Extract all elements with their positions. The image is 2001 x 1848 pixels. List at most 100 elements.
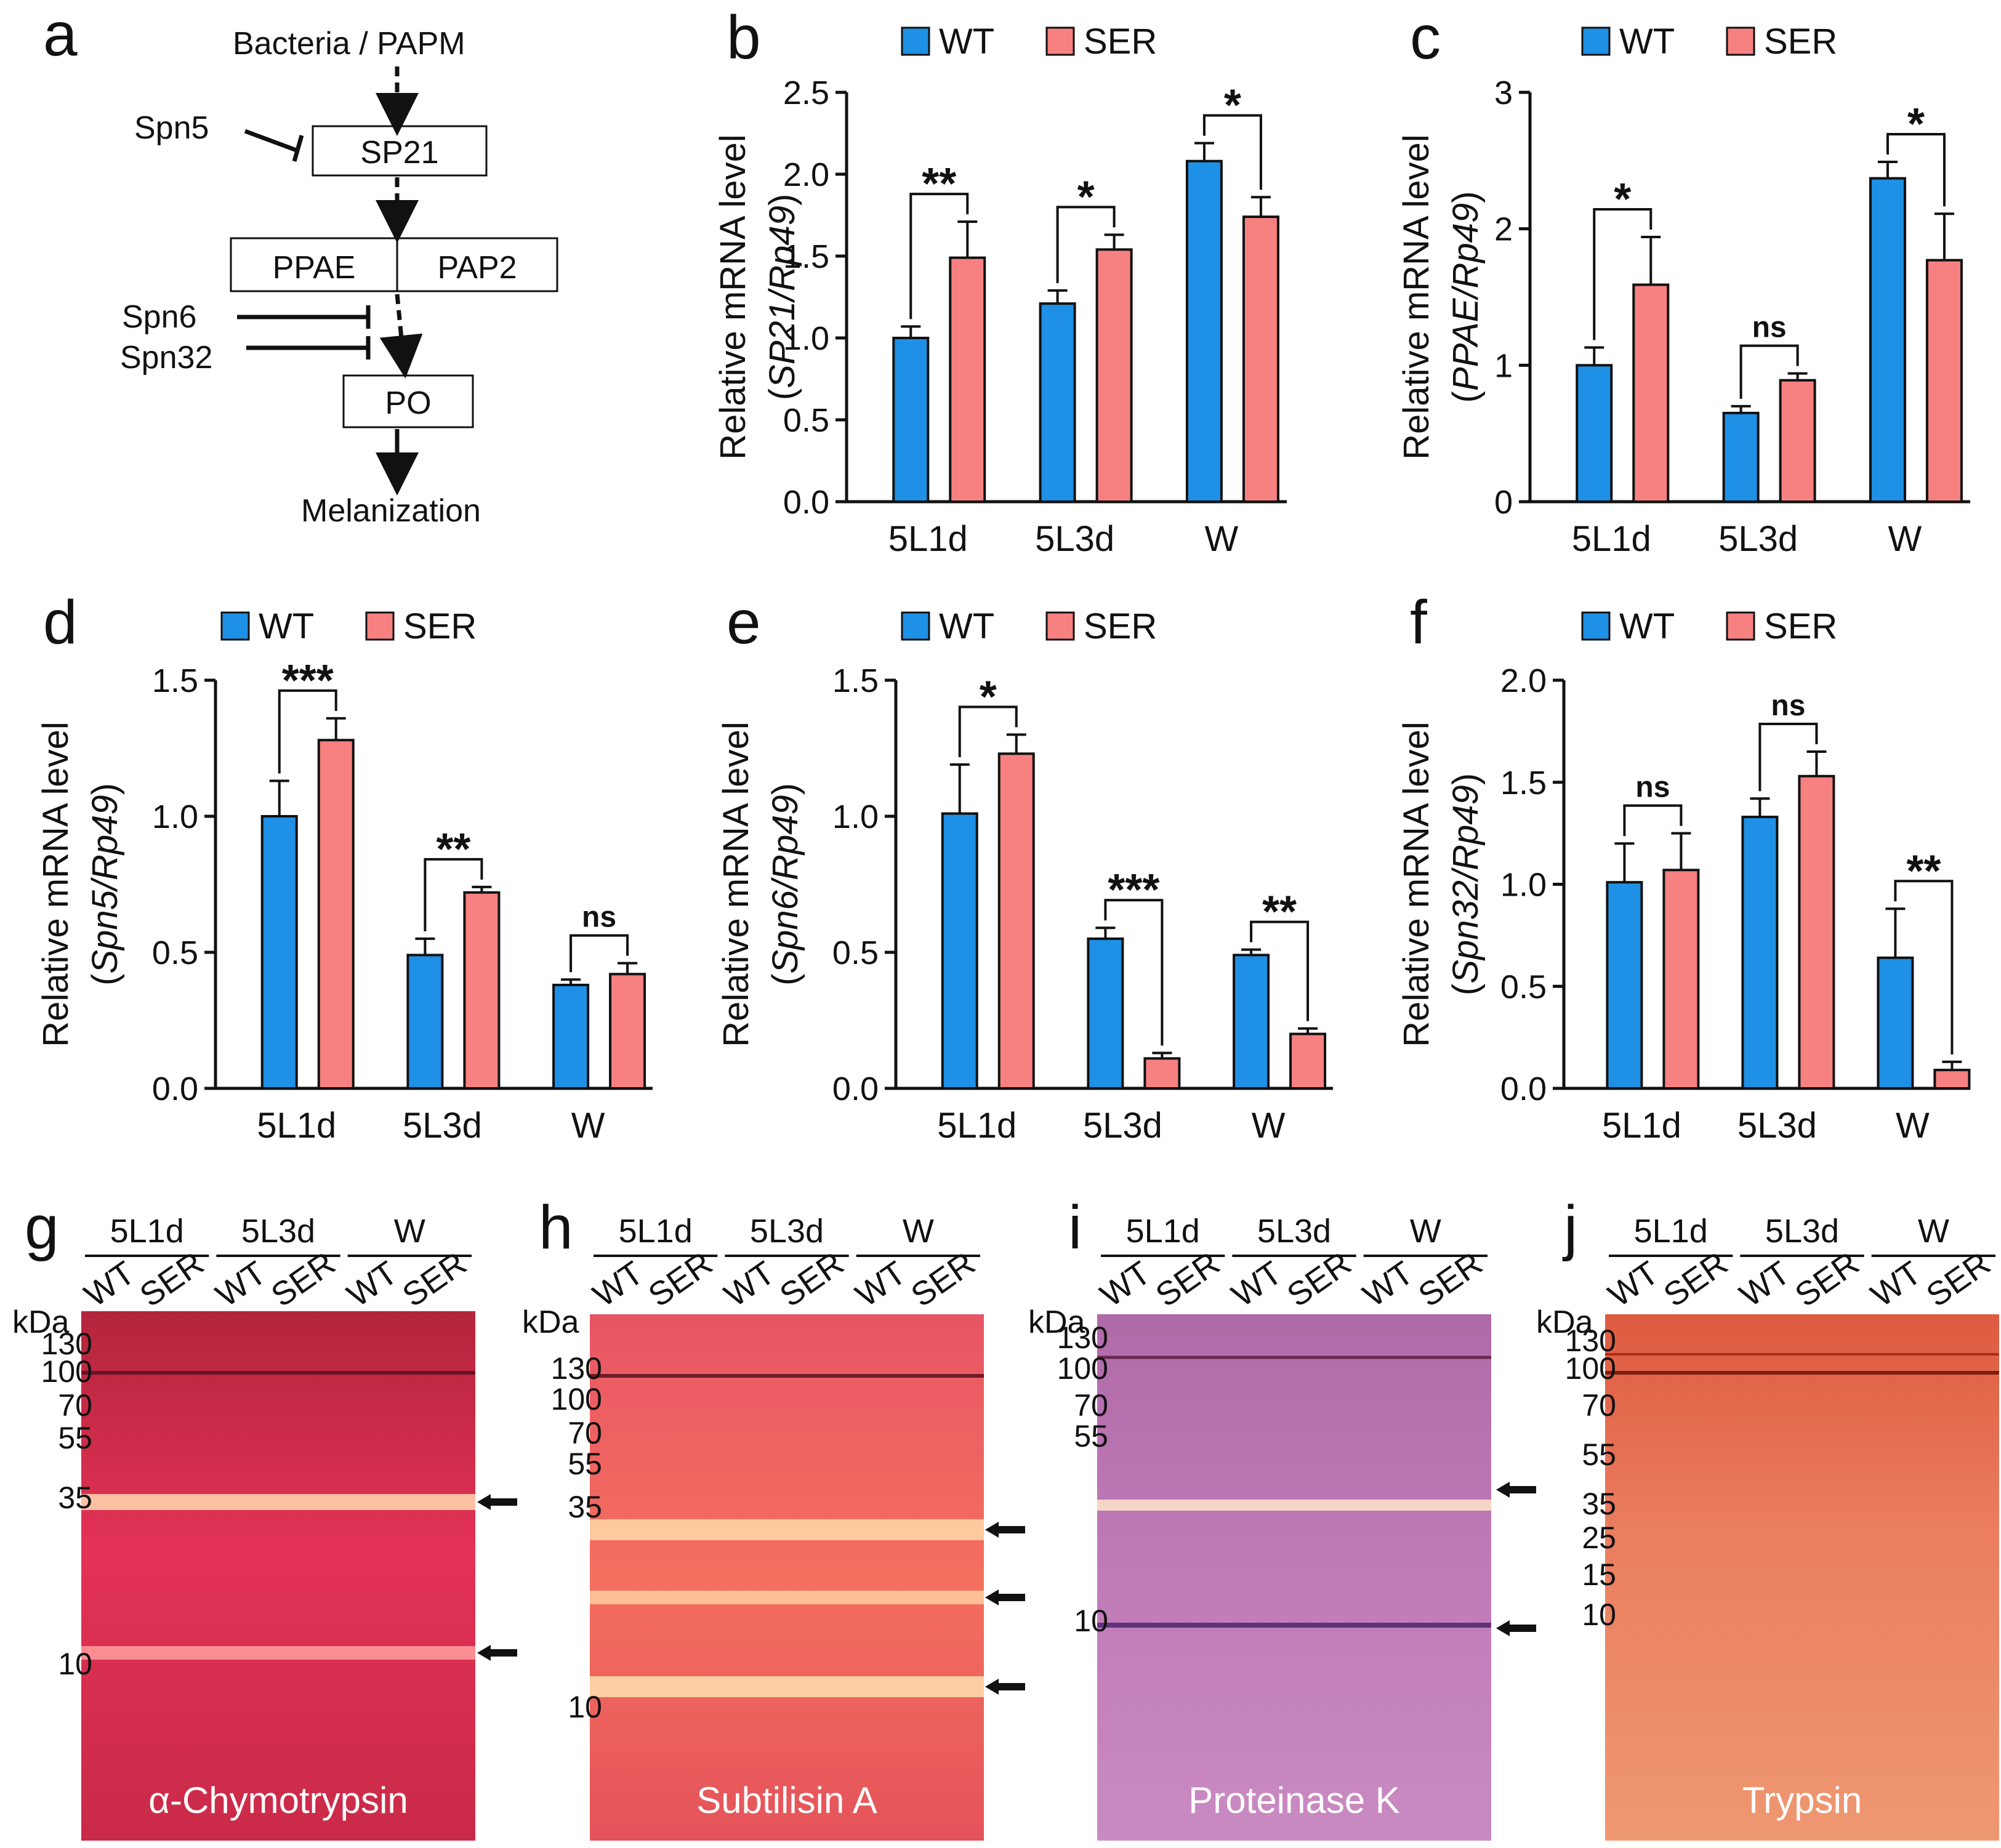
significance-label: * [1614,175,1631,224]
legend-swatch-wt [1581,26,1611,56]
gel-band [1097,1356,1491,1359]
pap2-label: PAP2 [437,250,517,286]
bar-wt [1039,302,1076,503]
paren-open: ( [762,388,802,400]
significance-label: * [1907,100,1925,149]
gel-band [81,1371,475,1375]
chart-legend: WT SER [1581,22,1837,62]
x-tick-label: W [1888,519,1922,559]
significance-label: ns [1752,311,1787,344]
legend-label-wt: WT [1619,606,1675,646]
significance-bracket [1056,206,1116,283]
gel-band [1097,1500,1491,1511]
panel-letter-b: b [727,3,761,72]
legend-swatch-wt [901,26,930,56]
kda-marker-label: 70 [1074,1388,1108,1423]
bar-ser [609,973,646,1090]
y-tick-label: 0.5 [152,934,198,971]
significance-bracket [424,858,483,931]
y-tick-label: 1.5 [832,662,879,699]
significance-label: ** [922,159,956,209]
x-tick-label: W [571,1106,605,1146]
bar-ser [1798,774,1835,1090]
chart-legend: WT SER [901,22,1157,62]
panel-letter-j: j [1562,1193,1577,1262]
paren-open: ( [85,974,125,986]
paren-close: ) [765,783,805,795]
panel-letter-f: f [1410,588,1427,657]
spn5-inhibition-bar [292,135,304,162]
paren-close: ) [762,194,802,206]
panel-letter-e: e [727,588,761,657]
bar-wt [1722,411,1760,504]
bar-charts: b WT SER Relative mRNA level (SP21/Rp49) 0.0 0… [36,3,1971,1146]
significance-label: ** [1262,888,1297,937]
significance-label: *** [282,656,334,705]
x-tick-label: 5L1d [1572,519,1651,559]
gel-group-label: W [903,1213,934,1250]
y-axis-gene: (Spn5/Rp49) [85,783,125,986]
kda-marker-label: 55 [58,1421,92,1455]
po-box [342,374,474,428]
legend-label-ser: SER [1764,606,1837,646]
significance-bracket [958,705,1018,758]
gel-group-label: W [1410,1213,1441,1250]
kda-marker-label: 55 [1074,1419,1108,1453]
bar-ser [1662,869,1700,1090]
kda-label: kDa [1536,1304,1593,1340]
kda-marker-label: 35 [58,1480,92,1515]
significance-bracket [1758,723,1818,792]
kda-marker-label: 10 [568,1690,602,1724]
legend-swatch-ser [365,611,395,641]
gel-band [590,1374,984,1378]
gel-lane-label: WT [1733,1255,1797,1314]
ppae-pap2-box [230,237,558,292]
gel-band [1097,1623,1491,1628]
kda-marker-label: 55 [568,1447,602,1481]
kda-marker-label: 130 [551,1351,602,1386]
spn32-label: Spn32 [120,340,212,376]
chart-legend: WT SER [1581,606,1837,646]
y-axis-gene: (PPAE/Rp49) [1446,191,1486,403]
legend-label-ser: SER [1764,22,1837,62]
bar-wt [1869,177,1906,503]
gel-group-label: 5L1d [619,1213,693,1250]
y-axis-gene: (SP21/Rp49) [762,194,802,400]
x-tick-label: 5L3d [1035,519,1114,559]
gel-lane-label: WT [1864,1255,1928,1314]
significance-bracket [1886,133,1946,207]
y-tick-label: 0.0 [152,1071,198,1107]
spn5-label: Spn5 [134,110,209,146]
gel-lane-label: WT [340,1255,404,1314]
kda-marker-label: 100 [1565,1351,1616,1386]
ppae-label: PPAE [273,250,356,286]
significance-label: *** [1108,866,1159,915]
gel-band [81,1494,475,1510]
zymography-gels: g 5L1dWTSER5L3dWTSERWWTSERkDa130100705535… [12,1193,1999,1841]
bar-wt [1185,159,1223,504]
significance-bracket [1623,804,1683,837]
y-tick-label: 1.0 [1500,867,1547,904]
y-tick-label: 2.0 [1500,662,1547,699]
gene-name: Spn5/Rp49 [85,795,125,973]
gel-lane-label: WT [849,1255,912,1314]
x-tick-label: 5L1d [937,1106,1017,1146]
band-arrow [985,1589,1025,1605]
legend-label-ser: SER [1084,22,1157,62]
kda-marker-label: 10 [1582,1597,1616,1632]
bar-ser [1143,1057,1181,1090]
gel-group-label: 5L3d [750,1213,824,1250]
y-axis-gene: (Spn6/Rp49) [765,783,805,986]
bar-ser [1933,1069,1971,1090]
pathway-source-label: Bacteria / PAPM [233,26,465,62]
band-arrow [1496,1620,1536,1636]
panel-letter-h: h [539,1193,573,1262]
gel-band [1605,1353,1999,1356]
kda-marker-label: 130 [41,1327,92,1361]
band-arrow [477,1645,517,1661]
y-axis-title: Relative mRNA level [1396,134,1436,460]
x-tick-label: 5L1d [1602,1106,1681,1146]
y-tick-label: 1.5 [152,662,198,699]
